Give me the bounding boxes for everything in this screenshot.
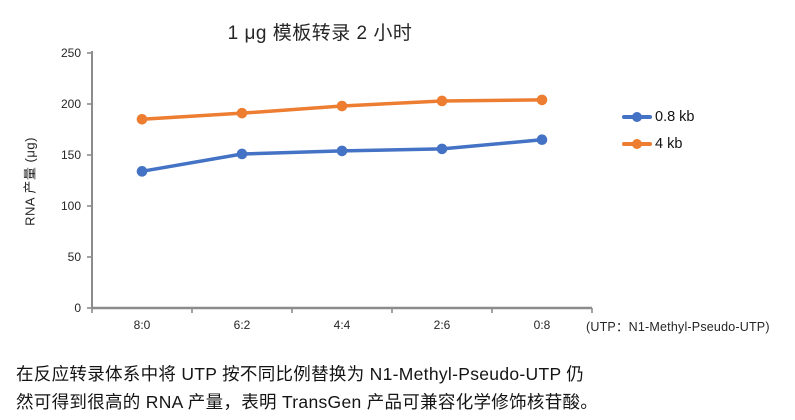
legend-item-4kb: 4 kb — [622, 136, 695, 152]
x-tick-label: 6:2 — [234, 318, 251, 332]
x-tick-label: 8:0 — [134, 318, 151, 332]
legend-item-0.8kb: 0.8 kb — [622, 109, 695, 125]
figure-caption: 在反应转录体系中将 UTP 按不同比例替换为 N1-Methyl-Pseudo-… — [16, 360, 786, 416]
y-tick-label: 100 — [61, 199, 81, 213]
y-tick-label: 200 — [61, 97, 81, 111]
y-tick-label: 150 — [61, 148, 81, 162]
data-point — [236, 107, 248, 119]
data-point — [536, 94, 548, 106]
caption-line-2: 然可得到很高的 RNA 产量，表明 TransGen 产品可兼容化学修饰核苷酸。 — [16, 392, 599, 412]
chart-legend: 0.8 kb 4 kb — [622, 109, 695, 152]
legend-marker-blue-line-dot-icon — [622, 112, 652, 122]
y-tick-label: 0 — [74, 301, 81, 315]
data-point — [336, 145, 348, 157]
legend-label: 0.8 kb — [655, 109, 695, 125]
data-point — [336, 100, 348, 112]
legend-marker-orange-line-dot-icon — [622, 139, 652, 149]
caption-line-1: 在反应转录体系中将 UTP 按不同比例替换为 N1-Methyl-Pseudo-… — [16, 364, 585, 384]
x-tick-label: 2:6 — [434, 318, 451, 332]
x-axis-note: (UTP：N1-Methyl-Pseudo-UTP) — [586, 320, 770, 334]
x-tick-label: 4:4 — [334, 318, 351, 332]
line-chart-plot: 0 50 100 150 200 250 8:0 6:2 4:4 2:6 0:8 — [61, 46, 593, 332]
y-tick-label: 50 — [68, 250, 82, 264]
data-point — [136, 166, 148, 177]
y-tick-label: 250 — [61, 46, 81, 60]
chart-title: 1 μg 模板转录 2 小时 — [227, 23, 413, 44]
x-tick-label: 0:8 — [534, 318, 551, 332]
data-point — [136, 114, 148, 125]
data-point — [436, 143, 448, 155]
legend-label: 4 kb — [655, 136, 683, 152]
data-point — [536, 134, 548, 145]
data-point — [236, 148, 248, 160]
data-point — [436, 95, 448, 107]
